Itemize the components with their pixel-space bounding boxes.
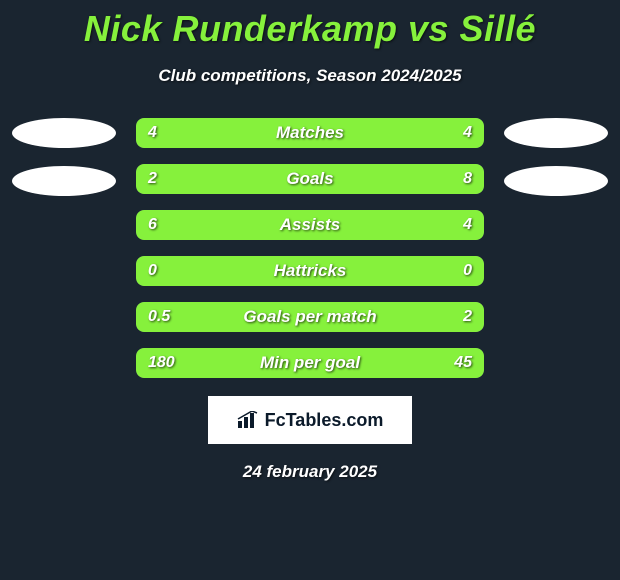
- brand-text: FcTables.com: [265, 410, 384, 431]
- stat-bar: 64Assists: [136, 210, 484, 240]
- stat-label: Assists: [136, 210, 484, 240]
- player-badge-ellipse: [12, 118, 116, 148]
- player-badge-ellipse: [12, 166, 116, 196]
- player-badge-ellipse: [504, 166, 608, 196]
- stat-bar: 28Goals: [136, 164, 484, 194]
- stat-label: Matches: [136, 118, 484, 148]
- player-badge-ellipse: [504, 118, 608, 148]
- stat-bar: 18045Min per goal: [136, 348, 484, 378]
- stat-bars: 44Matches 28Goals 64Assists 00Hattricks 0.52…: [136, 118, 484, 378]
- left-player-badges: [12, 118, 116, 378]
- branding-badge: FcTables.com: [208, 396, 412, 444]
- stat-bar: 44Matches: [136, 118, 484, 148]
- stat-label: Hattricks: [136, 256, 484, 286]
- subtitle: Club competitions, Season 2024/2025: [0, 66, 620, 86]
- date-line: 24 february 2025: [0, 462, 620, 482]
- page-title: Nick Runderkamp vs Sillé: [0, 0, 620, 50]
- stat-label: Min per goal: [136, 348, 484, 378]
- stat-label: Goals per match: [136, 302, 484, 332]
- stat-label: Goals: [136, 164, 484, 194]
- chart-icon: [237, 411, 259, 429]
- comparison-content: 44Matches 28Goals 64Assists 00Hattricks 0.52…: [0, 118, 620, 378]
- right-player-badges: [504, 118, 608, 378]
- stat-bar: 0.52Goals per match: [136, 302, 484, 332]
- stat-bar: 00Hattricks: [136, 256, 484, 286]
